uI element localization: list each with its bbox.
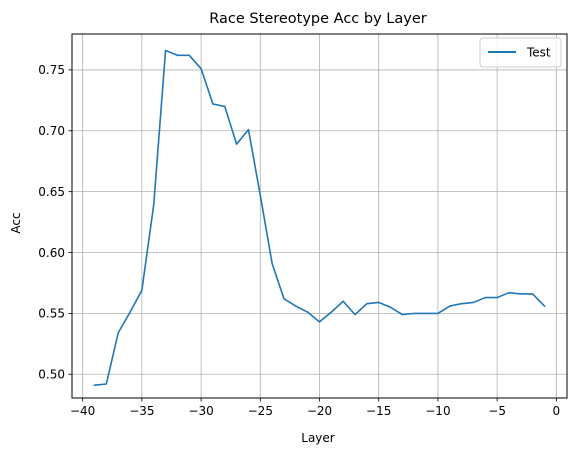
y-tick-label: 0.50 — [38, 368, 65, 382]
x-tick-label: −15 — [366, 404, 391, 418]
grid — [72, 34, 567, 398]
x-tick-label: −30 — [188, 404, 213, 418]
legend-box — [479, 37, 562, 68]
x-tick-label: −5 — [488, 404, 506, 418]
x-tick-label: −25 — [248, 404, 273, 418]
ticks: −40 −35 −30 −25 −20 −15 −10 −5 0 0.50 0.55 0.60 0.65… — [38, 63, 560, 418]
chart-title: Race Stereotype Acc by Layer — [209, 11, 426, 27]
series-layer — [93, 49, 546, 387]
y-tick-label: 0.65 — [38, 185, 65, 199]
legend: Test — [479, 37, 562, 68]
y-axis-label: Acc — [9, 212, 23, 233]
x-axis-label: Layer — [301, 431, 335, 445]
y-tick-label: 0.70 — [38, 124, 65, 138]
x-tick-label: −35 — [129, 404, 154, 418]
y-tick-label: 0.75 — [38, 63, 65, 77]
x-tick-label: −20 — [307, 404, 332, 418]
x-tick-label: 0 — [553, 404, 561, 418]
x-tick-label: −10 — [425, 404, 450, 418]
legend-label-test: Test — [526, 46, 551, 60]
x-tick-label: −40 — [70, 404, 95, 418]
y-tick-label: 0.55 — [38, 307, 65, 321]
y-tick-label: 0.60 — [38, 246, 65, 260]
series-line-test — [93, 49, 546, 387]
